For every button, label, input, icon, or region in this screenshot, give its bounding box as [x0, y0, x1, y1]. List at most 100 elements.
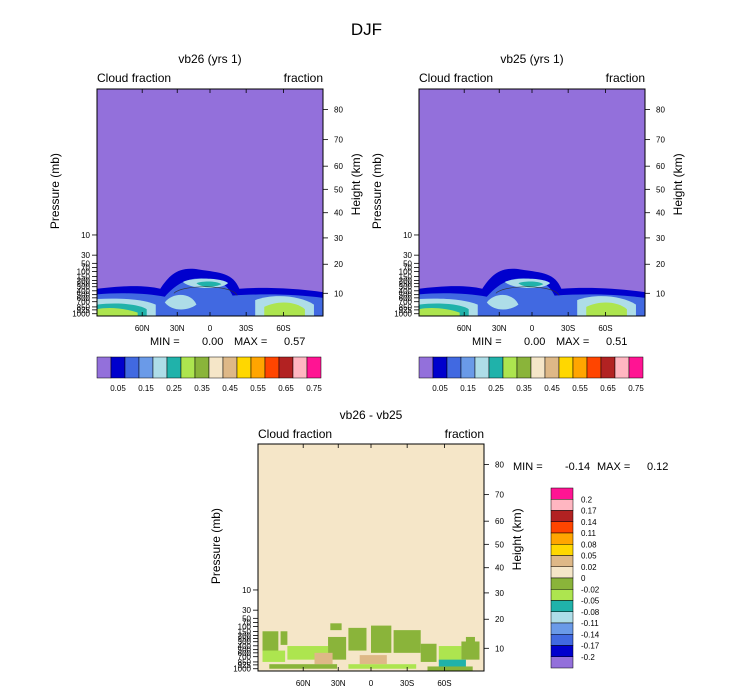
- pressure-tick-label: 400: [77, 287, 91, 296]
- colorbar-swatch: [446, 356, 462, 379]
- pressure-tick-label: 850: [77, 303, 91, 312]
- pressure-tick-label: 300: [77, 283, 91, 292]
- colorbar-label: 0.08: [581, 540, 597, 549]
- x-tick-label: 30S: [239, 324, 253, 333]
- right-label: fraction: [445, 427, 484, 441]
- panel-title: vb26 (yrs 1): [178, 52, 241, 66]
- height-tick-label: 30: [334, 234, 343, 243]
- colorbar-label: 0.05: [432, 384, 448, 393]
- panel-title: vb25 (yrs 1): [500, 52, 563, 66]
- diff-patch: [262, 631, 279, 652]
- x-tick-label: 30N: [492, 324, 507, 333]
- height-tick-label: 20: [495, 615, 504, 624]
- pressure-tick-label: 500: [77, 291, 91, 300]
- diff-patch: [465, 636, 475, 644]
- height-tick-label: 30: [495, 589, 504, 598]
- colorbar-label: 0.2: [581, 495, 593, 504]
- colorbar-swatch: [550, 634, 574, 646]
- colorbar-swatch: [586, 356, 602, 379]
- panel-title: vb26 - vb25: [340, 408, 403, 422]
- pressure-tick-label: 200: [238, 632, 252, 641]
- band-green-left: [419, 308, 460, 316]
- colorbar-swatch: [550, 589, 574, 601]
- diff-patch: [438, 659, 466, 669]
- colorbar-swatch: [550, 555, 574, 567]
- colorbar-swatch: [278, 356, 294, 379]
- pressure-tick-label: 70: [81, 263, 90, 272]
- colorbar-swatch: [152, 356, 168, 379]
- colorbar-swatch: [550, 577, 574, 590]
- colorbar-label: -0.02: [581, 585, 600, 594]
- band-light-mid: [486, 294, 519, 310]
- pressure-tick-label: 10: [242, 586, 251, 595]
- colorbar-swatch: [96, 356, 112, 379]
- colorbar-label: 0.17: [581, 507, 597, 516]
- colorbar-swatch: [306, 356, 322, 379]
- diff-patch: [280, 631, 288, 645]
- band-light-mid: [164, 294, 197, 310]
- colorbar-label: -0.2: [581, 653, 595, 662]
- colorbar-swatch: [550, 521, 574, 534]
- colorbar-swatch: [550, 544, 574, 556]
- plot-field-0: [96, 88, 324, 317]
- pressure-tick-label: 150: [77, 273, 91, 282]
- diff-patch: [427, 666, 473, 671]
- pressure-tick-label: 925: [399, 306, 413, 315]
- diff-patch: [371, 625, 392, 653]
- pressure-tick-label: 700: [399, 298, 413, 307]
- colorbar-swatch: [550, 566, 574, 579]
- diff-patch: [314, 652, 333, 665]
- x-tick-label: 30S: [561, 324, 575, 333]
- left-label: Cloud fraction: [97, 71, 171, 85]
- colorbar-swatch: [550, 532, 574, 545]
- pressure-tick-label: 50: [403, 259, 412, 268]
- colorbar-label: 0.45: [222, 384, 238, 393]
- x-tick-label: 30S: [400, 679, 414, 688]
- colorbar-swatch: [530, 356, 546, 379]
- stats-min-value: 0.00: [202, 336, 223, 348]
- pressure-tick-label: 250: [399, 280, 413, 289]
- colorbar-swatch: [138, 356, 154, 379]
- x-tick-label: 0: [369, 679, 374, 688]
- colorbar-swatch: [292, 356, 308, 379]
- x-tick-label: 0: [208, 324, 213, 333]
- colorbar-label: 0.55: [250, 384, 266, 393]
- stats-min-label: MIN =: [472, 336, 502, 348]
- colorbar-swatch: [544, 356, 560, 379]
- height-tick-label: 10: [334, 289, 343, 298]
- pressure-tick-label: 100: [399, 268, 413, 277]
- colorbar-swatch: [488, 356, 504, 379]
- pressure-tick-label: 500: [399, 291, 413, 300]
- height-tick-label: 80: [334, 105, 343, 114]
- x-tick-label: 60S: [276, 324, 290, 333]
- y-axis-label-right: Height (km): [671, 153, 685, 215]
- band-green-right: [264, 302, 305, 316]
- colorbar-label: 0.11: [581, 529, 597, 538]
- pressure-tick-label: 50: [242, 614, 251, 623]
- pressure-tick-label: 600: [399, 294, 413, 303]
- y-axis-label: Pressure (mb): [209, 508, 223, 584]
- pressure-tick-label: 850: [399, 303, 413, 312]
- colorbar-swatch: [550, 600, 574, 612]
- pressure-tick-label: 50: [81, 259, 90, 268]
- pressure-tick-label: 600: [77, 294, 91, 303]
- x-tick-label: 0: [530, 324, 535, 333]
- colorbar-swatch: [550, 487, 574, 500]
- pressure-tick-label: 30: [403, 251, 412, 260]
- colorbar-label: 0: [581, 574, 586, 583]
- pressure-tick-label: 1000: [394, 310, 412, 319]
- colorbar-label: 0.75: [628, 384, 644, 393]
- colorbar-label: 0.65: [278, 384, 294, 393]
- colorbar-swatch: [180, 356, 196, 379]
- colorbar-swatch: [550, 645, 574, 657]
- colorbar-swatch: [572, 356, 588, 379]
- height-tick-label: 80: [495, 460, 504, 469]
- colorbar-swatch: [432, 356, 448, 379]
- stats-max-label: MAX =: [234, 336, 267, 348]
- pressure-tick-label: 300: [399, 283, 413, 292]
- colorbar-label: -0.11: [581, 619, 599, 628]
- height-tick-label: 80: [656, 105, 665, 114]
- pressure-tick-label: 600: [238, 649, 252, 658]
- pressure-tick-label: 700: [77, 298, 91, 307]
